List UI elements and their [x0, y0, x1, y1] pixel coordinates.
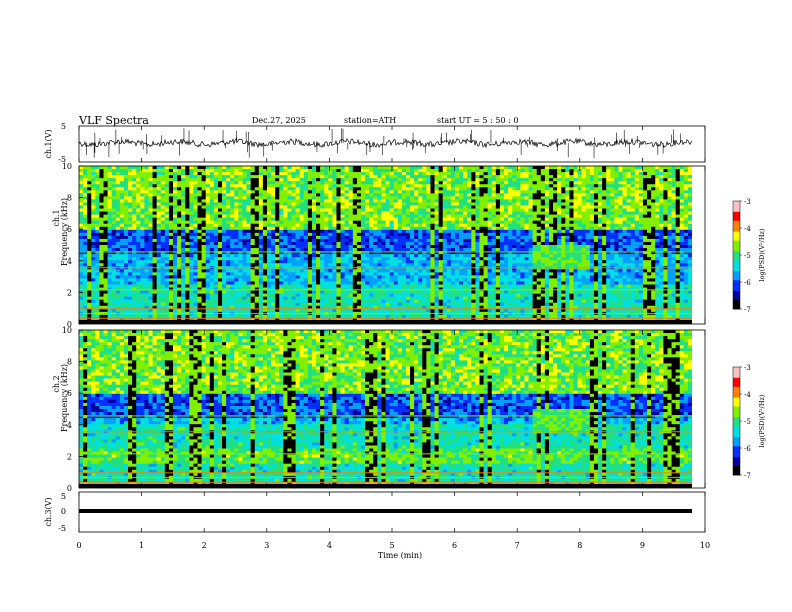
- freq-tick-label: 0: [67, 320, 72, 329]
- ch1-spec-ylabel-line2: Frequency (kHz): [60, 198, 69, 266]
- freq-tick-label: 8: [67, 358, 72, 367]
- ch2-colorbar: -3 -4 -5 -6 -7 log(PSD)(V²/Hz): [732, 364, 766, 480]
- time-tick-label: 1: [139, 541, 144, 550]
- time-tick-label: 9: [640, 541, 645, 550]
- ch1-freq-ticks: 0 2 4 6 8 10: [62, 162, 83, 329]
- ch1-ylabel: ch.1(V): [44, 129, 53, 158]
- ch1-spikes: [86, 128, 681, 159]
- figure-title: VLF Spectra: [78, 114, 149, 127]
- ch1-spectrogram-panel: 0 2 4 6 8 10 ch.1 Frequency (kHz) -3 -4 -5 -6 -7 l…: [52, 162, 766, 329]
- ch1-ytick-5: 5: [61, 122, 66, 131]
- colorbar-tick-label: -7: [744, 472, 751, 480]
- freq-tick-label: 4: [67, 257, 72, 266]
- freq-tick-label: 8: [67, 194, 72, 203]
- station-label: station=ATH: [344, 116, 396, 125]
- ch1-spectrogram-image: [79, 166, 705, 325]
- ch3-ylabel: ch.3(V): [44, 497, 53, 526]
- time-tick-label: 5: [389, 541, 394, 550]
- colorbar-tick-label: -5: [744, 418, 751, 426]
- x-axis-label: Time (min): [378, 551, 422, 560]
- ch1-waveform-panel: 5 -5 ch.1(V): [44, 122, 706, 164]
- freq-tick-label: 10: [62, 162, 72, 171]
- freq-tick-label: 6: [67, 225, 72, 234]
- ch2-spectrogram-panel: 0 2 4 6 8 10 ch.2 Frequency (kHz) -3 -4 -5 -6 -7 l…: [52, 326, 766, 493]
- colorbar-tick-label: -4: [744, 225, 751, 233]
- freq-tick-label: 2: [67, 288, 72, 297]
- freq-tick-label: 6: [67, 389, 72, 398]
- ch2-spectrogram-image: [79, 330, 705, 489]
- colorbar-tick-label: -4: [744, 391, 751, 399]
- ch3-ytick-0: 0: [61, 507, 66, 516]
- ch3-ytick-neg5: -5: [58, 524, 66, 533]
- time-tick-label: 8: [577, 541, 582, 550]
- colorbar-tick-label: -3: [744, 198, 751, 206]
- ch3-waveform-line: [79, 509, 692, 513]
- ch2-spec-ylabel-line2: Frequency (kHz): [60, 364, 69, 432]
- time-tick-label: 3: [264, 541, 269, 550]
- start-ut-label: start UT = 5 : 50 : 0: [437, 116, 518, 125]
- colorbar-tick-label: -3: [744, 364, 751, 372]
- freq-tick-label: 2: [67, 452, 72, 461]
- ch3-waveform-panel: 5 0 -5 ch.3(V): [44, 491, 706, 533]
- time-axis: 0 1 2 3 4 5 6 7 8 9 10: [76, 126, 710, 550]
- ch1-colorbar: -3 -4 -5 -6 -7 log(PSD)(V²/Hz): [732, 198, 766, 314]
- time-tick-label: 2: [202, 541, 207, 550]
- freq-tick-label: 0: [67, 484, 72, 493]
- ch1-ytick-neg5: -5: [58, 155, 66, 164]
- colorbar-label: log(PSD)(V²/Hz): [758, 228, 766, 281]
- time-tick-label: 6: [452, 541, 457, 550]
- ch1-waveform-line: [78, 137, 693, 149]
- time-tick-label: 4: [327, 541, 332, 550]
- date-label: Dec.27, 2025: [252, 116, 306, 125]
- ch2-freq-ticks: 0 2 4 6 8 10: [62, 326, 83, 493]
- freq-tick-label: 10: [62, 326, 72, 335]
- colorbar-tick-label: -5: [744, 252, 751, 260]
- ch3-ytick-5: 5: [61, 492, 66, 501]
- freq-tick-label: 4: [67, 421, 72, 430]
- colorbar-tick-label: -6: [744, 279, 751, 287]
- colorbar-tick-label: -7: [744, 306, 751, 314]
- colorbar-label: log(PSD)(V²/Hz): [758, 394, 766, 447]
- time-tick-label: 7: [515, 541, 520, 550]
- ch2-spec-ylabel-line1: ch.2: [52, 375, 61, 392]
- ch1-spec-ylabel-line1: ch.1: [52, 209, 61, 226]
- time-tick-label: 0: [76, 541, 81, 550]
- time-tick-label: 10: [700, 541, 710, 550]
- colorbar-tick-label: -6: [744, 445, 751, 453]
